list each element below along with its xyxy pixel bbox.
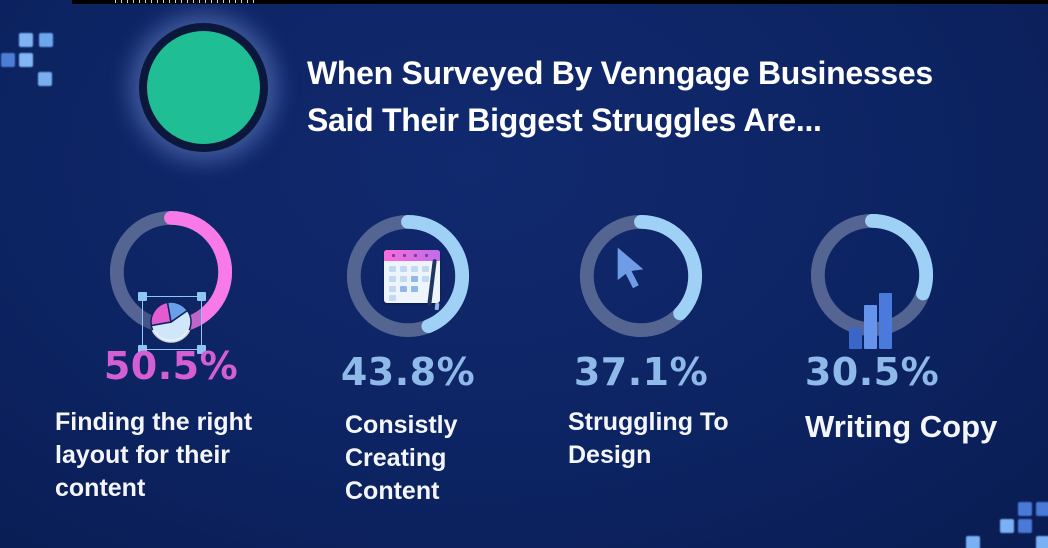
pixel-square bbox=[38, 72, 52, 86]
category-label-design: Struggling To Design bbox=[568, 408, 729, 469]
green-circle-logo bbox=[147, 31, 260, 144]
pixel-square bbox=[1018, 519, 1032, 533]
pixel-square bbox=[1000, 519, 1014, 533]
pixel-square bbox=[1018, 502, 1032, 516]
bar-tall bbox=[879, 293, 892, 349]
percent-label-copy: 30.5% bbox=[804, 350, 940, 394]
bar-medium bbox=[864, 305, 877, 349]
selection-handle bbox=[197, 292, 206, 301]
calendar-icon bbox=[384, 250, 440, 311]
pixel-square bbox=[966, 536, 980, 548]
bar-short bbox=[849, 328, 862, 349]
title-line-1: When Surveyed By Venngage Businesses bbox=[307, 55, 933, 91]
donut-arc bbox=[579, 214, 703, 338]
pixel-square bbox=[39, 33, 53, 47]
top-strip-decoration bbox=[72, 0, 1048, 4]
pie-glyph bbox=[150, 301, 192, 343]
selection-handle bbox=[197, 345, 206, 354]
title-line-2: Said Their Biggest Struggles Are... bbox=[307, 102, 822, 138]
donut-chart-content bbox=[346, 214, 470, 338]
pixel-square bbox=[1036, 502, 1048, 516]
calendar-header bbox=[384, 250, 440, 261]
pixel-square bbox=[1036, 536, 1048, 548]
pixel-square bbox=[19, 53, 33, 67]
cursor-icon bbox=[617, 247, 644, 289]
percent-label-design: 37.1% bbox=[573, 350, 709, 394]
top-ticks-decoration bbox=[115, 0, 257, 3]
category-label-content: Consistly Creating Content bbox=[345, 411, 458, 505]
selection-handle bbox=[138, 345, 147, 354]
percent-label-layout: 50.5% bbox=[103, 344, 239, 388]
pixel-square bbox=[1, 53, 15, 67]
pixel-square bbox=[19, 33, 33, 47]
donut-chart-design bbox=[579, 214, 703, 338]
selection-handle bbox=[138, 292, 147, 301]
donut-arc bbox=[346, 214, 470, 338]
page-title: When Surveyed By Venngage Businesses Sai… bbox=[307, 50, 1027, 144]
donut-arc bbox=[810, 213, 934, 337]
category-label-layout: Finding the right layout for their conte… bbox=[55, 408, 253, 502]
category-label-copy: Writing Copy bbox=[805, 409, 998, 444]
percent-label-content: 43.8% bbox=[340, 350, 476, 394]
